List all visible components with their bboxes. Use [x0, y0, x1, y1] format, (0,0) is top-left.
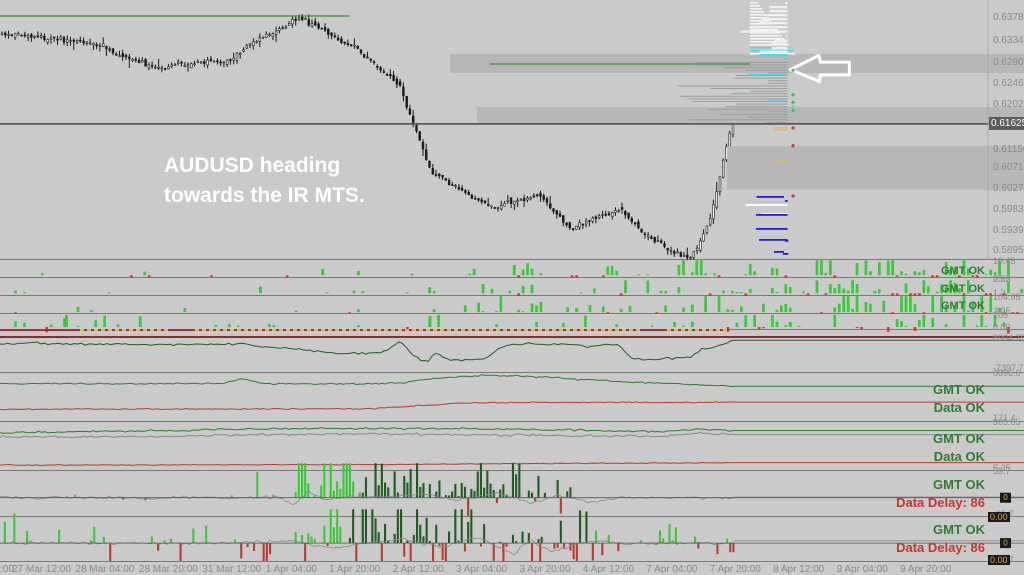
svg-text:0: 0 — [1003, 493, 1008, 502]
svg-text:0: 0 — [1003, 538, 1008, 547]
